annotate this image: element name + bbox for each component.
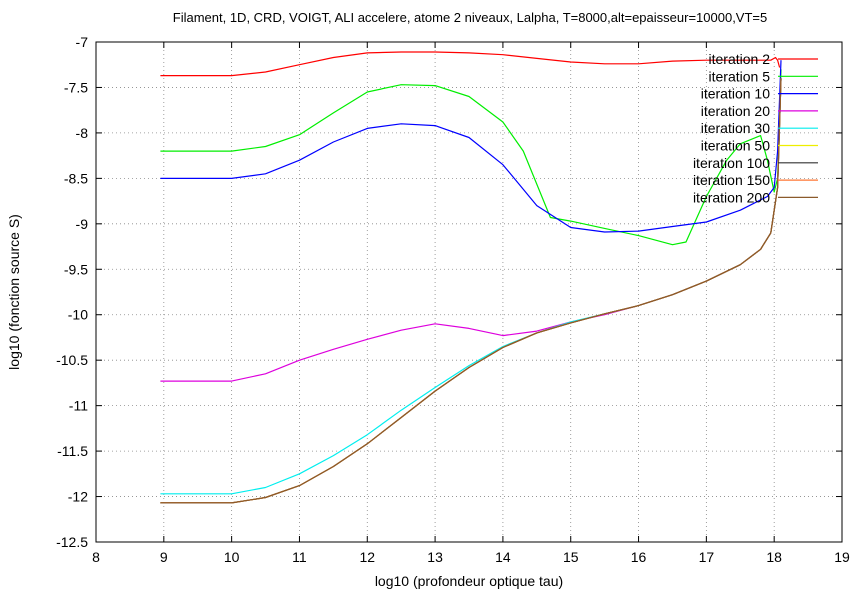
series-line-7 [160, 78, 782, 504]
y-tick-label: -7.5 [64, 79, 88, 95]
legend-label: iteration 200 [693, 189, 770, 205]
legend-label: iteration 20 [701, 103, 770, 119]
axis-ticks: 8 9 10 11 12 13 14 15 16 17 18 19 -7 -7.5 -8 -8.5 -9 -9.5… [56, 34, 850, 565]
x-tick-label: 19 [834, 549, 850, 565]
y-tick-label: -12 [68, 489, 88, 505]
chart-title: Filament, 1D, CRD, VOIGT, ALI accelere, … [173, 10, 767, 25]
y-tick-label: -10.5 [56, 352, 88, 368]
y-tick-label: -11.5 [57, 443, 88, 459]
y-tick-label: -12.5 [56, 534, 88, 550]
y-axis-title: log10 (fonction source S) [6, 214, 22, 370]
x-tick-label: 8 [92, 549, 100, 565]
y-tick-label: -8.5 [64, 170, 88, 186]
series-line-6 [160, 78, 782, 504]
x-tick-label: 10 [224, 549, 240, 565]
x-tick-label: 15 [563, 549, 579, 565]
x-tick-label: 18 [766, 549, 782, 565]
x-tick-label: 11 [292, 549, 307, 565]
series-lines [160, 51, 782, 504]
series-line-1 [160, 51, 781, 77]
series-line-4 [160, 78, 782, 382]
legend-label: iteration 150 [693, 172, 770, 188]
legend-label: iteration 5 [709, 68, 771, 84]
legend-label: iteration 50 [701, 138, 770, 154]
series-line-2 [160, 69, 782, 246]
legend-label: iteration 30 [701, 120, 770, 136]
x-tick-label: 12 [359, 549, 375, 565]
series-line-5 [160, 78, 782, 495]
x-tick-label: 14 [495, 549, 511, 565]
y-tick-label: -10 [68, 307, 88, 323]
y-tick-label: -9.5 [64, 261, 88, 277]
series-line-9 [160, 78, 782, 504]
x-tick-label: 9 [160, 549, 168, 565]
y-tick-label: -7 [76, 34, 89, 50]
plot-frame [95, 41, 843, 543]
x-tick-label: 13 [427, 549, 443, 565]
grid [96, 42, 842, 542]
x-axis-title: log10 (profondeur optique tau) [375, 573, 563, 589]
series-line-3 [160, 60, 782, 233]
x-tick-label: 17 [699, 549, 715, 565]
y-tick-label: -8 [76, 125, 89, 141]
series-line-8 [160, 78, 782, 504]
y-tick-label: -11 [69, 398, 88, 414]
y-tick-label: -9 [76, 216, 89, 232]
legend-label: iteration 10 [701, 86, 770, 102]
legend-label: iteration 100 [693, 155, 770, 171]
x-tick-label: 16 [631, 549, 647, 565]
legend-label: iteration 2 [709, 51, 771, 67]
